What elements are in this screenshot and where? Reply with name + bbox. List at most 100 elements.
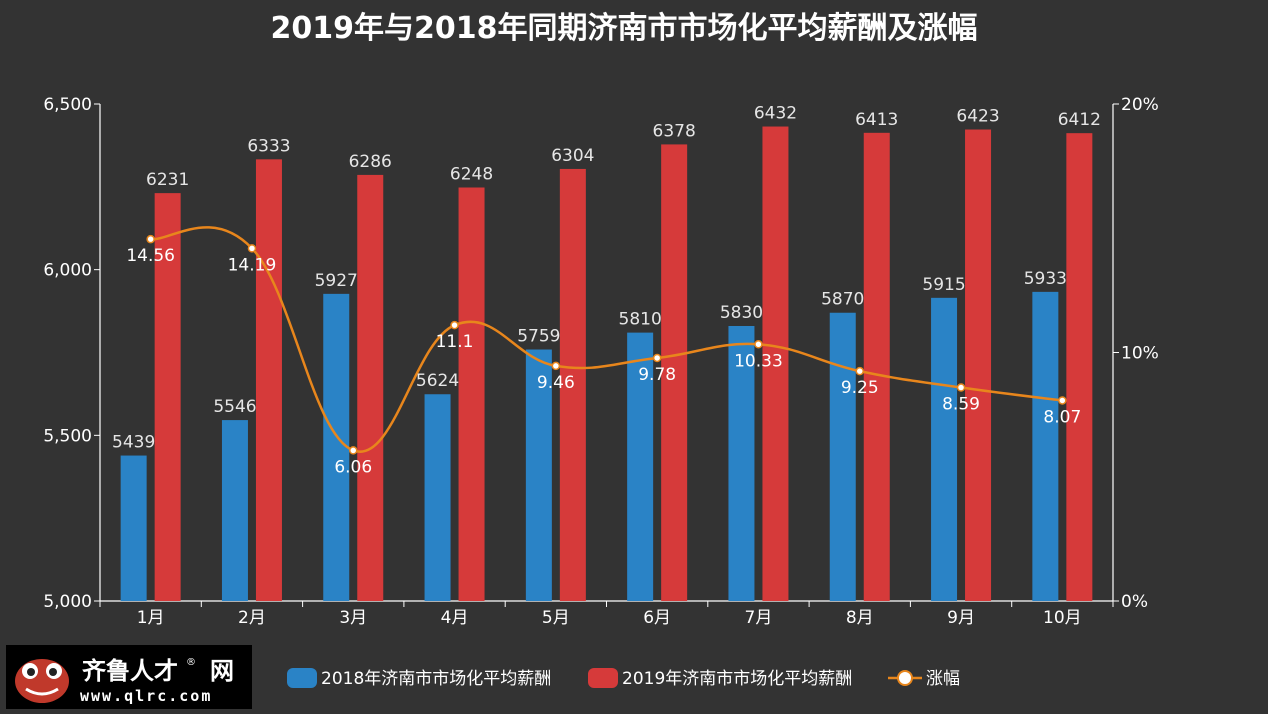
bar-2018-label: 5810 (619, 310, 662, 330)
bar-2018-label: 5624 (416, 371, 459, 391)
y-right-tick-label: 20% (1121, 95, 1159, 115)
bar-2019 (154, 193, 181, 601)
bar-2018 (120, 455, 147, 601)
y-left-tick-label: 5,000 (43, 592, 92, 612)
growth-point (247, 244, 257, 253)
y-right-tick-label: 10% (1121, 344, 1159, 364)
logo-suffix: 网 (210, 657, 234, 685)
growth-label: 14.19 (228, 255, 277, 275)
bar-2019-label: 6413 (855, 110, 898, 130)
growth-label: 9.78 (638, 365, 676, 385)
bar-2018-label: 5915 (922, 275, 965, 295)
growth-point (855, 366, 864, 376)
bar-2018 (829, 312, 856, 601)
legend: 2018年济南市市场化平均薪酬 2019年济南市市场化平均薪酬 涨幅 (287, 668, 960, 689)
bar-2019 (965, 129, 992, 601)
bar-2019-label: 6286 (349, 152, 392, 172)
bar-2018 (728, 325, 755, 601)
bar-2019-label: 6304 (551, 146, 594, 166)
frog-logo-icon (15, 659, 69, 703)
y-right-tick-label: 0% (1121, 592, 1148, 612)
x-tick-label: 3月 (339, 608, 367, 628)
y-left-tick-label: 5,500 (43, 426, 92, 446)
legend-item-2019[interactable]: 2019年济南市市场化平均薪酬 (588, 668, 852, 689)
bar-2018 (931, 297, 958, 601)
growth-line-path (150, 226, 1063, 453)
legend-label-growth: 涨幅 (926, 669, 960, 689)
bar-2018-label: 5546 (213, 397, 256, 417)
x-tick-label: 2月 (238, 608, 266, 628)
bar-2019-label: 6378 (653, 121, 696, 141)
x-tick-label: 10月 (1043, 608, 1082, 628)
growth-label: 9.25 (841, 378, 879, 398)
growth-label: 6.06 (334, 457, 372, 477)
bar-2018 (221, 420, 248, 601)
bar-2018 (424, 394, 451, 601)
bar-2019 (458, 187, 485, 601)
x-tick-label: 6月 (643, 608, 671, 628)
x-tick-label: 5月 (542, 608, 570, 628)
growth-label: 8.59 (942, 395, 980, 415)
logo-name: 齐鲁人才 (82, 657, 178, 685)
bar-2019 (255, 159, 282, 601)
growth-label: 11.1 (436, 332, 474, 352)
logo-url: www.qlrc.com (80, 687, 212, 705)
bar-2018-label: 5830 (720, 303, 763, 323)
bar-2018-label: 5439 (112, 433, 155, 453)
bar-2018 (525, 349, 552, 601)
bars (120, 126, 1093, 602)
bar-2018-label: 5927 (315, 271, 358, 291)
y-left-tick-label: 6,500 (43, 95, 92, 115)
legend-item-2018[interactable]: 2018年济南市市场化平均薪酬 (287, 668, 551, 689)
growth-point (551, 361, 561, 371)
growth-line (146, 226, 1067, 455)
legend-swatch-2019 (588, 668, 618, 688)
bar-2019-label: 6412 (1058, 110, 1101, 130)
bar-2018-label: 5933 (1024, 269, 1067, 289)
growth-point (652, 353, 662, 363)
data-labels: 5439 6231 5546 6333 5927 6286 5624 6248 5759 6304… (112, 104, 1101, 478)
legend-marker-growth (897, 670, 913, 686)
logo-registered: ® (186, 657, 196, 668)
x-tick-label: 8月 (846, 608, 874, 628)
bar-2019 (661, 144, 688, 601)
bar-2019 (863, 132, 890, 602)
x-tick-label: 4月 (441, 608, 469, 628)
bar-2019 (357, 174, 384, 601)
bar-2019 (762, 126, 789, 601)
bar-2018 (323, 293, 350, 601)
legend-label-2019: 2019年济南市市场化平均薪酬 (622, 669, 852, 689)
axes: 5,000 5,500 6,000 6,500 0% 10% 20% 1月 2月 3月 4月 5月 6月… (43, 95, 1158, 628)
legend-label-2018: 2018年济南市市场化平均薪酬 (321, 669, 551, 689)
bar-2019-label: 6248 (450, 164, 493, 184)
growth-point (450, 320, 459, 330)
x-tick-label: 7月 (745, 608, 773, 628)
growth-point (1058, 396, 1067, 405)
legend-swatch-2018 (287, 668, 317, 688)
bar-2018-label: 5870 (821, 290, 864, 310)
growth-label: 10.33 (734, 351, 783, 371)
growth-label: 9.46 (537, 373, 575, 393)
bar-2018 (1032, 291, 1059, 601)
growth-point (349, 446, 358, 455)
growth-point (146, 234, 155, 244)
bar-2019-label: 6423 (956, 107, 999, 127)
logo: 齐鲁人才 ® 网 www.qlrc.com (6, 645, 252, 709)
growth-label: 14.56 (126, 246, 175, 266)
bar-2018 (627, 332, 654, 601)
bar-2019-label: 6333 (247, 136, 290, 156)
bar-2019-label: 6231 (146, 170, 189, 190)
growth-point (754, 340, 763, 349)
x-tick-label: 9月 (947, 608, 975, 628)
bar-2019-label: 6432 (754, 104, 797, 124)
growth-label: 8.07 (1043, 407, 1081, 427)
y-left-tick-label: 6,000 (43, 261, 92, 281)
growth-point (956, 383, 966, 392)
chart-title: 2019年与2018年同期济南市市场化平均薪酬及涨幅 (271, 11, 978, 46)
legend-item-growth[interactable]: 涨幅 (888, 669, 960, 689)
bar-2018-label: 5759 (517, 327, 560, 347)
bar-2019 (1066, 133, 1093, 601)
bar-2019 (559, 168, 586, 601)
x-tick-label: 1月 (137, 608, 165, 628)
